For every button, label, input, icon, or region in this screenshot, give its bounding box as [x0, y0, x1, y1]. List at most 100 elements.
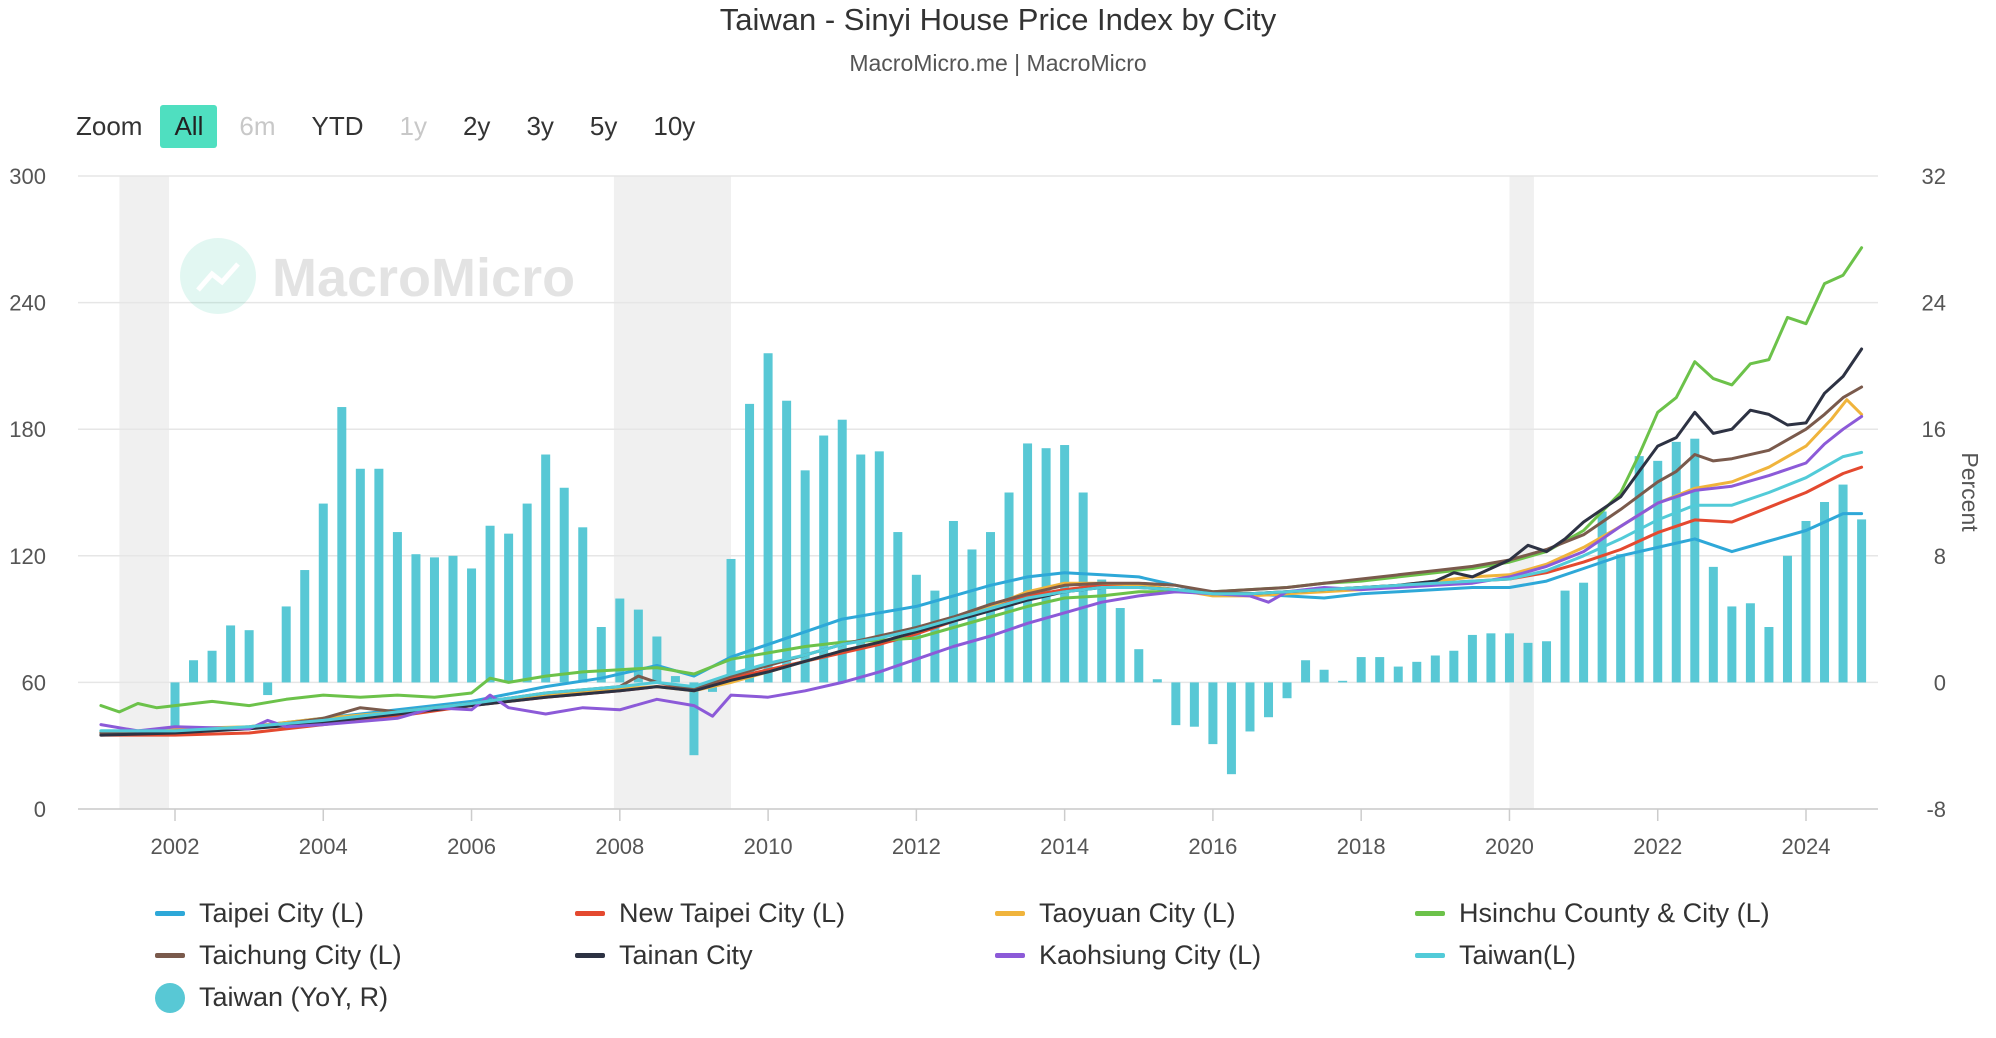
series-line-1: [99, 465, 1864, 737]
legend-item[interactable]: Taiwan (YoY, R): [155, 982, 388, 1013]
yoy-bar: [633, 609, 643, 683]
legend-item[interactable]: Taiwan(L): [1415, 940, 1576, 971]
yoy-bar: [1115, 608, 1125, 683]
legend-label: Tainan City: [619, 940, 753, 970]
zoom-3y-button[interactable]: 3y: [526, 110, 554, 141]
watermark-text: MacroMicro: [272, 248, 575, 308]
yoy-bar: [874, 451, 884, 683]
legend-label: Taipei City (L): [199, 898, 365, 928]
watermark: MacroMicro: [180, 238, 575, 314]
yoy-bar: [1023, 443, 1033, 683]
yoy-bar: [541, 454, 551, 683]
yoy-bar: [448, 555, 458, 683]
legend-label: Taichung City (L): [199, 940, 402, 970]
legend-line-icon: [155, 953, 185, 958]
yoy-bar: [1171, 682, 1181, 726]
x-tick-label: 2020: [1485, 834, 1534, 859]
legend-item[interactable]: Hsinchu County & City (L): [1415, 898, 1770, 929]
yoy-bar: [559, 487, 569, 683]
yoy-bar: [189, 660, 199, 683]
yoy-bar: [1486, 633, 1496, 683]
yoy-bar: [337, 407, 347, 683]
yoy-bar: [652, 636, 662, 683]
legend-item[interactable]: Tainan City: [575, 940, 753, 971]
yoy-bar: [1245, 682, 1255, 732]
yoy-bar: [1597, 511, 1607, 683]
recession-band-0: [119, 176, 170, 809]
legend-item[interactable]: Taichung City (L): [155, 940, 402, 971]
yoy-bar: [1393, 666, 1403, 683]
yoy-bar: [429, 557, 439, 683]
yoy-bar: [1542, 641, 1552, 683]
y-left-tick-label: 240: [9, 291, 46, 316]
yoy-bar: [745, 403, 755, 683]
series-line-3: [99, 246, 1864, 714]
legend-label: Taiwan (YoY, R): [199, 982, 389, 1012]
yoy-bar: [1782, 555, 1792, 683]
legend-line-icon: [1415, 953, 1445, 958]
x-tick-label: 2018: [1337, 834, 1386, 859]
series-line-6: [99, 415, 1864, 733]
y-right-tick-label: -8: [1926, 797, 1946, 822]
yoy-bar: [504, 533, 514, 683]
yoy-bar: [893, 532, 903, 683]
watermark-logo: [180, 238, 256, 314]
y-right-axis-label: Percent: [1957, 452, 1983, 532]
yoy-bar: [522, 503, 532, 683]
legend-line-icon: [995, 911, 1025, 916]
recession-band-2: [1509, 176, 1534, 809]
zoom-bar: Zoom All 6m YTD 1y 2y 3y 5y 10y: [76, 104, 717, 148]
zoom-2y-button[interactable]: 2y: [462, 110, 491, 141]
yoy-bar: [615, 598, 625, 683]
yoy-bar: [689, 682, 699, 756]
yoy-bar: [207, 650, 217, 683]
legend-dot-icon: [155, 982, 185, 1013]
yoy-bar: [1727, 606, 1737, 683]
yoy-bar: [1430, 655, 1440, 683]
legend-item[interactable]: Taoyuan City (L): [995, 898, 1236, 929]
zoom-label: Zoom: [76, 110, 143, 141]
yoy-bar: [226, 625, 236, 683]
zoom-10y-button[interactable]: 10y: [653, 110, 696, 141]
yoy-bar: [1467, 634, 1477, 683]
legend-item[interactable]: New Taipei City (L): [575, 898, 845, 929]
x-tick-label: 2002: [151, 834, 200, 859]
zoom-6m-button[interactable]: 6m: [239, 110, 276, 141]
yoy-bar: [1838, 484, 1848, 683]
legend-item[interactable]: Kaohsiung City (L): [995, 940, 1261, 971]
y-left-tick-label: 300: [9, 164, 46, 189]
axes: 300 240 180 120 60 0 32 24 16 8 0 -8 Percent 2002 2004…: [9, 164, 1983, 859]
yoy-bar: [1264, 682, 1274, 718]
yoy-bar: [1356, 657, 1366, 683]
legend-label: Kaohsiung City (L): [1039, 940, 1262, 970]
zoom-1y-button[interactable]: 1y: [399, 110, 427, 141]
yoy-bar: [856, 454, 866, 683]
yoy-bar: [930, 590, 940, 683]
zoom-5y-button[interactable]: 5y: [589, 110, 618, 141]
watermark-logo-mark: [196, 262, 240, 292]
chart-subtitle: MacroMicro.me | MacroMicro: [849, 50, 1147, 76]
yoy-bar: [1745, 603, 1755, 683]
yoy-bar: [800, 470, 810, 683]
yoy-bar: [1412, 661, 1422, 683]
yoy-bar: [392, 532, 402, 683]
zoom-ytd-button[interactable]: YTD: [311, 110, 364, 141]
yoy-bar: [300, 570, 310, 683]
yoy-bar: [1282, 682, 1292, 699]
yoy-bar: [1375, 657, 1385, 683]
yoy-bar: [596, 627, 606, 683]
legend-item[interactable]: Taipei City (L): [155, 898, 364, 929]
yoy-bar: [355, 468, 365, 683]
yoy-bar: [374, 468, 384, 683]
y-left-tick-label: 180: [9, 417, 46, 442]
legend-line-icon: [1415, 911, 1445, 916]
y-right-tick-label: 24: [1922, 291, 1946, 316]
chart-title: Taiwan - Sinyi House Price Index by City: [719, 2, 1277, 37]
zoom-all-button[interactable]: All: [160, 104, 218, 148]
yoy-bar: [782, 400, 792, 683]
x-tick-label: 2008: [595, 834, 644, 859]
yoy-bar: [263, 682, 273, 696]
x-tick-label: 2010: [744, 834, 793, 859]
yoy-bar: [1653, 460, 1663, 683]
